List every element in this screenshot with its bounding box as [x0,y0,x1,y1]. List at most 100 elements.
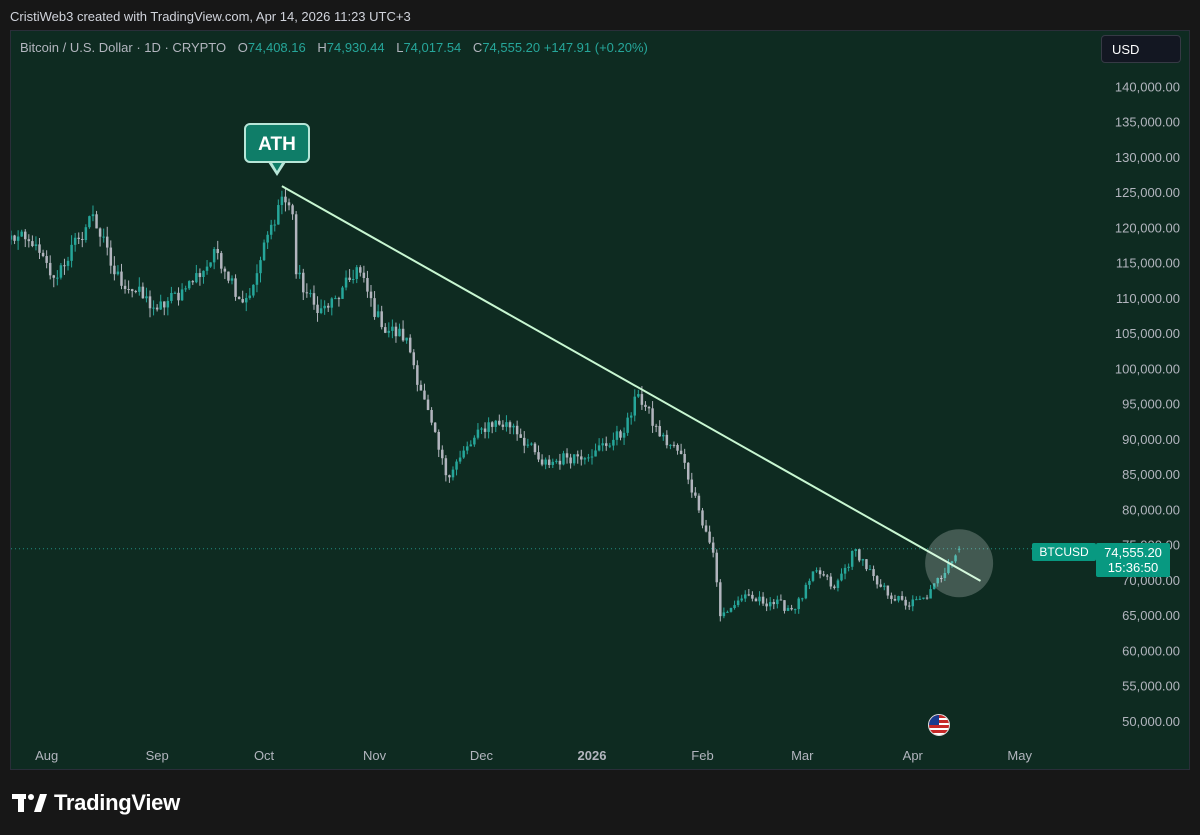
candle-body [783,600,786,611]
candle-body [840,573,843,581]
candle-body [658,426,661,437]
y-axis-tick-label: 105,000.00 [1115,326,1180,341]
candle-body [911,599,915,607]
candle-body [776,599,779,605]
ath-trendline [281,185,981,582]
candle-body [580,456,583,460]
candle-body [519,434,522,438]
candle-body [391,326,394,331]
y-axis-tick-label: 110,000.00 [1116,291,1180,306]
candle-body [212,249,216,263]
candle-body [362,272,366,278]
x-axis-tick-label: Apr [903,748,924,763]
tradingview-logo[interactable]: TradingView [12,790,180,816]
candle-body [351,278,355,280]
candle-body [444,458,448,476]
candle-body [758,596,761,602]
candle-body [708,531,711,543]
candle-body [883,585,886,587]
x-axis-tick-label: Nov [363,748,387,763]
candle-body [259,260,262,274]
candle-body [177,292,180,301]
candle-body [234,278,237,297]
candle-body [426,399,430,410]
candle-body [134,291,137,293]
candle-body [262,242,266,261]
candle-body [216,249,219,254]
candle-body [904,599,907,606]
candle-body [241,299,244,303]
candle-body [73,237,77,245]
change-value: +147.91 (+0.20%) [543,40,648,55]
candle-body [209,262,212,267]
candle-body [237,296,241,300]
candle-body [715,552,718,583]
y-axis-tick-label: 55,000.00 [1122,679,1180,694]
candle-body [48,262,52,276]
candle-body [804,584,808,599]
candle-body [747,594,751,596]
candle-body [187,281,191,289]
candle-body [843,567,847,574]
candle-body [416,365,419,385]
candle-body [326,305,330,308]
candle-body [544,459,547,465]
candle-body [793,609,797,611]
candle-body [576,454,579,457]
candle-body [355,267,358,279]
candle-body [594,450,597,457]
ath-callout[interactable]: ATH [244,123,310,163]
x-axis-tick-label: May [1007,748,1032,763]
attribution-text: CristiWeb3 created with TradingView.com,… [10,9,411,24]
high-value: 74,930.44 [326,40,385,55]
candle-body [850,550,854,567]
candle-body [316,304,319,313]
y-axis-tick-label: 90,000.00 [1122,432,1180,447]
price-chart[interactable]: 50,000.0055,000.0060,000.0065,000.0070,0… [11,31,1190,770]
candle-body [811,571,815,581]
candle-body [808,580,811,585]
candle-body [170,292,173,301]
candle-body [476,429,480,438]
candle-body [305,292,309,294]
close-label: C [472,40,483,55]
candle-body [900,596,904,600]
candle-body [875,576,879,585]
candle-body [854,549,857,551]
candle-body [690,479,694,493]
candle-body [540,459,544,465]
currency-button[interactable]: USD [1101,35,1181,63]
candle-body [34,244,38,247]
candle-body [309,293,312,295]
us-flag-event-icon[interactable] [928,714,950,736]
candle-body [523,437,526,446]
candle-body [369,291,373,299]
candle-body [166,300,170,308]
candle-body [348,277,351,280]
chart-panel[interactable]: 50,000.00 55,000.00 60,000.00 65,000.00 70,0… [10,30,1190,770]
candle-body [394,326,398,337]
candle-body [818,570,822,575]
candle-body [155,307,159,310]
candle-body [441,449,444,459]
candle-body [825,575,829,577]
symbol-price-tag: BTCUSD [1032,543,1096,561]
candle-body [180,289,184,301]
candle-body [929,589,932,599]
symbol-description[interactable]: Bitcoin / U.S. Dollar · 1D · CRYPTO [20,40,227,55]
candle-body [159,301,162,310]
candle-body [505,422,508,427]
candle-body [822,574,825,576]
candle-body [597,445,601,451]
candle-body [277,205,280,225]
candle-body [957,548,961,550]
candle-body [419,384,423,391]
x-axis-tick-label: Mar [791,748,814,763]
candle-body [640,394,644,405]
candle-body [319,308,323,313]
candle-body [608,445,612,447]
candle-body [473,437,476,445]
candle-body [498,420,501,425]
candle-body [266,234,269,243]
candle-body [102,236,105,238]
